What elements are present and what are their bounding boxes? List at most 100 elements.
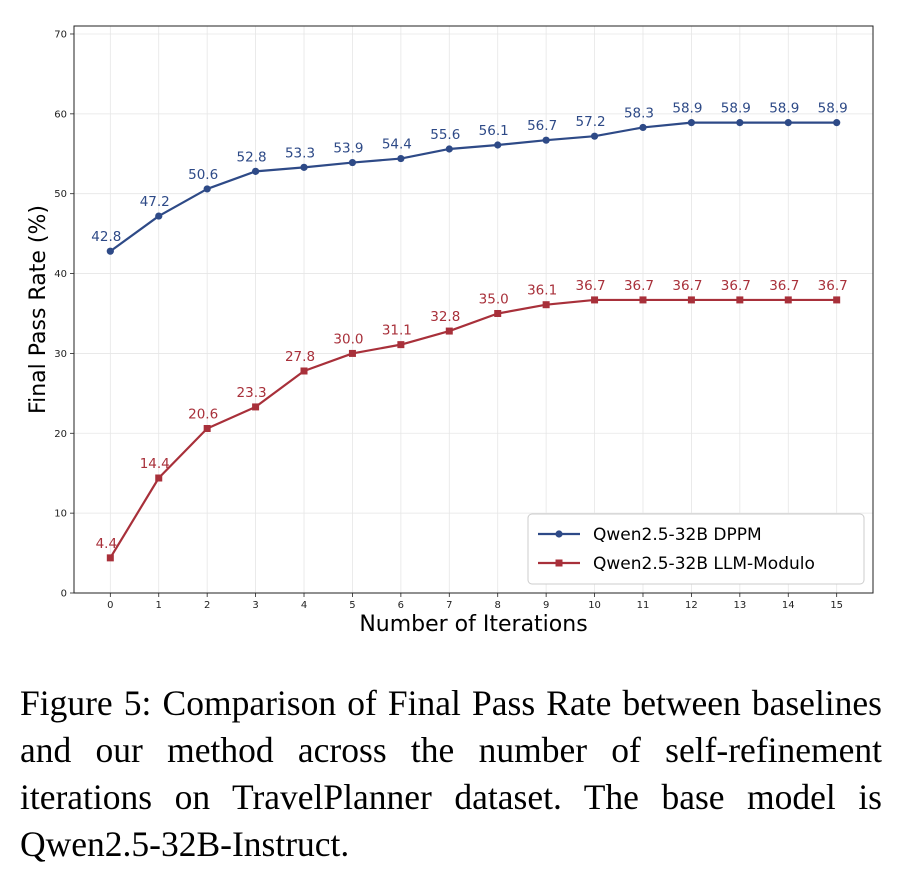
data-point — [445, 327, 453, 335]
data-point — [155, 212, 163, 220]
data-label: 58.9 — [769, 101, 799, 117]
data-point — [784, 296, 792, 304]
data-label: 56.1 — [479, 123, 509, 139]
data-point — [494, 309, 502, 317]
y-axis-ticks: 0 10 20 30 40 50 60 70 — [54, 29, 74, 600]
data-label: 36.7 — [721, 278, 751, 294]
x-tick-label: 10 — [588, 600, 601, 611]
x-tick-label: 2 — [204, 600, 210, 611]
x-tick-label: 5 — [349, 600, 355, 611]
legend: Qwen2.5-32B DPPM Qwen2.5-32B LLM-Modulo — [527, 513, 865, 585]
data-point — [833, 296, 841, 304]
data-label: 58.9 — [721, 101, 751, 117]
legend-marker-llm-modulo — [555, 559, 563, 567]
data-label: 35.0 — [479, 291, 509, 307]
plot-frame — [73, 25, 874, 594]
data-label: 4.4 — [96, 536, 117, 552]
data-label: 52.8 — [237, 149, 267, 165]
x-tick-label: 6 — [398, 600, 404, 611]
series-line — [109, 121, 837, 253]
legend-label-llm-modulo: Qwen2.5-32B LLM-Modulo — [593, 554, 815, 574]
series-line — [109, 298, 837, 559]
x-tick-label: 12 — [685, 600, 698, 611]
data-label: 53.9 — [333, 141, 363, 157]
data-point — [687, 296, 695, 304]
x-axis-ticks: 0 1 2 3 4 5 6 7 8 9 10 11 12 13 14 15 — [107, 593, 843, 611]
data-point — [687, 119, 696, 127]
y-tick-label: 0 — [61, 589, 67, 600]
data-point — [639, 123, 647, 132]
data-label: 36.7 — [576, 278, 606, 294]
x-tick-label: 14 — [782, 600, 795, 611]
data-label: 23.3 — [237, 385, 267, 401]
data-label: 32.8 — [430, 309, 460, 325]
y-tick-label: 70 — [54, 29, 67, 40]
data-label: 54.4 — [382, 137, 412, 153]
data-label: 36.7 — [769, 278, 799, 294]
data-point — [494, 141, 502, 149]
data-label: 20.6 — [188, 406, 218, 422]
y-tick-label: 40 — [54, 269, 67, 280]
data-label: 53.3 — [285, 145, 315, 161]
data-point — [736, 296, 744, 304]
data-point — [300, 163, 308, 171]
x-tick-label: 4 — [301, 600, 307, 611]
data-point — [155, 474, 163, 482]
series-llm-modulo: 4.4 14.4 20.6 23.3 27.8 30.0 31.1 32.8 35.0 36.1 3… — [96, 278, 848, 562]
data-label: 55.6 — [430, 127, 460, 143]
x-tick-label: 0 — [107, 600, 113, 611]
x-tick-label: 8 — [495, 600, 501, 611]
data-point — [397, 341, 405, 349]
legend-label-dppm: Qwen2.5-32B DPPM — [593, 525, 762, 545]
figure-caption: Figure 5: Comparison of Final Pass Rate … — [20, 683, 882, 864]
data-label: 58.9 — [672, 101, 702, 117]
data-label: 56.7 — [527, 118, 557, 134]
y-tick-label: 10 — [54, 509, 67, 520]
grid-lines — [74, 26, 873, 594]
x-tick-label: 1 — [156, 600, 162, 611]
y-tick-label: 60 — [54, 109, 67, 120]
x-tick-label: 7 — [446, 600, 452, 611]
data-point — [590, 132, 599, 140]
data-label: 31.1 — [382, 323, 412, 339]
y-tick-label: 30 — [54, 349, 67, 360]
data-point — [106, 247, 114, 255]
data-point — [736, 119, 744, 127]
x-axis-label: Number of Iterations — [359, 612, 587, 637]
series-dppm: 42.8 47.2 50.6 52.8 53.3 53.9 54.4 55.6 56.1 56.7… — [91, 101, 848, 255]
data-point — [639, 296, 647, 304]
legend-box — [527, 513, 865, 585]
data-point — [252, 403, 260, 411]
data-point — [542, 136, 550, 144]
data-label: 30.0 — [333, 331, 363, 347]
data-point — [445, 145, 453, 153]
x-tick-label: 9 — [543, 600, 549, 611]
y-tick-label: 50 — [54, 189, 67, 200]
data-label: 50.6 — [188, 167, 218, 183]
data-point — [784, 119, 792, 127]
data-point — [203, 424, 211, 432]
data-label: 36.1 — [527, 283, 557, 299]
series-layer: 42.8 47.2 50.6 52.8 53.3 53.9 54.4 55.6 56.1 56.7… — [91, 101, 848, 562]
legend-item-dppm: Qwen2.5-32B DPPM — [538, 525, 762, 545]
x-tick-label: 11 — [637, 600, 650, 611]
data-label: 57.2 — [576, 114, 606, 130]
legend-marker-dppm — [555, 530, 563, 538]
data-point — [251, 167, 260, 175]
data-label: 36.7 — [672, 278, 702, 294]
data-label: 58.9 — [818, 101, 848, 117]
data-label: 36.7 — [624, 278, 654, 294]
data-label: 47.2 — [140, 194, 170, 210]
legend-item-llm-modulo: Qwen2.5-32B LLM-Modulo — [538, 554, 815, 574]
data-label: 14.4 — [140, 456, 170, 472]
data-point — [591, 296, 599, 304]
data-point — [348, 158, 357, 167]
x-tick-label: 3 — [252, 600, 258, 611]
data-point — [397, 154, 405, 163]
data-point — [833, 119, 841, 127]
data-label: 58.3 — [624, 105, 654, 121]
data-label: 36.7 — [818, 278, 848, 294]
data-point — [542, 301, 550, 309]
y-tick-label: 20 — [54, 429, 67, 440]
